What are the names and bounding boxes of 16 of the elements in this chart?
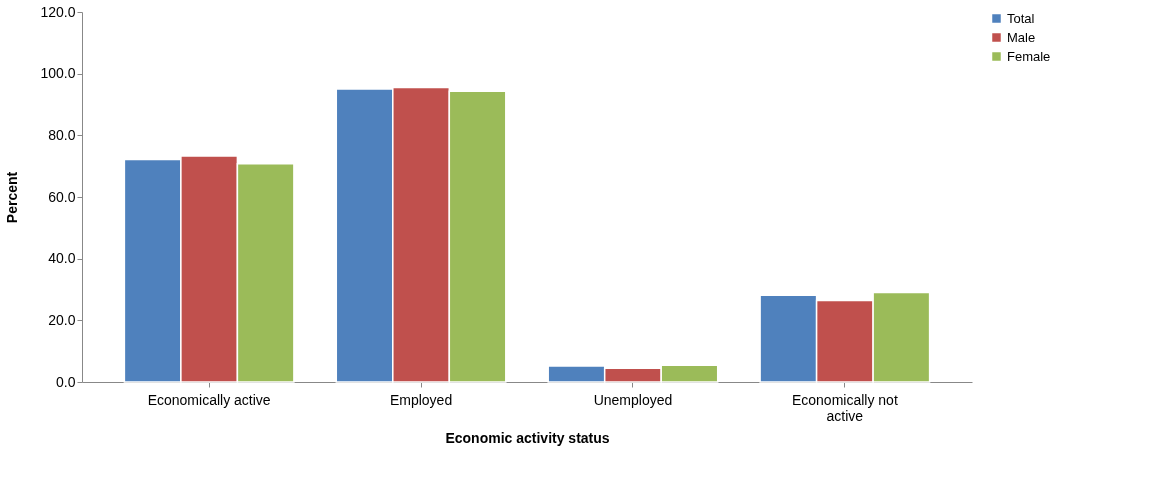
x-axis-title: Economic activity status [445,429,610,446]
y-tick-label: 0.0 [56,373,76,390]
x-tick-label: Economically not active [791,391,898,424]
legend-label: Female [1007,48,1051,64]
y-tick-label: 120.0 [40,3,76,20]
y-tick-label: 80.0 [48,126,76,143]
y-tick-label: 20.0 [48,311,76,328]
y-tick-label: 60.0 [48,188,76,205]
x-tick-label: Unemployed [593,391,673,408]
x-tick-label: Economically active [147,391,271,408]
y-tick-label: 100.0 [40,65,76,82]
y-tick-label: 40.0 [48,250,76,267]
y-axis-title: Percent [4,171,21,224]
x-tick-label: Employed [389,391,453,408]
legend-label: Total [1007,10,1035,26]
legend-label: Male [1007,29,1036,45]
